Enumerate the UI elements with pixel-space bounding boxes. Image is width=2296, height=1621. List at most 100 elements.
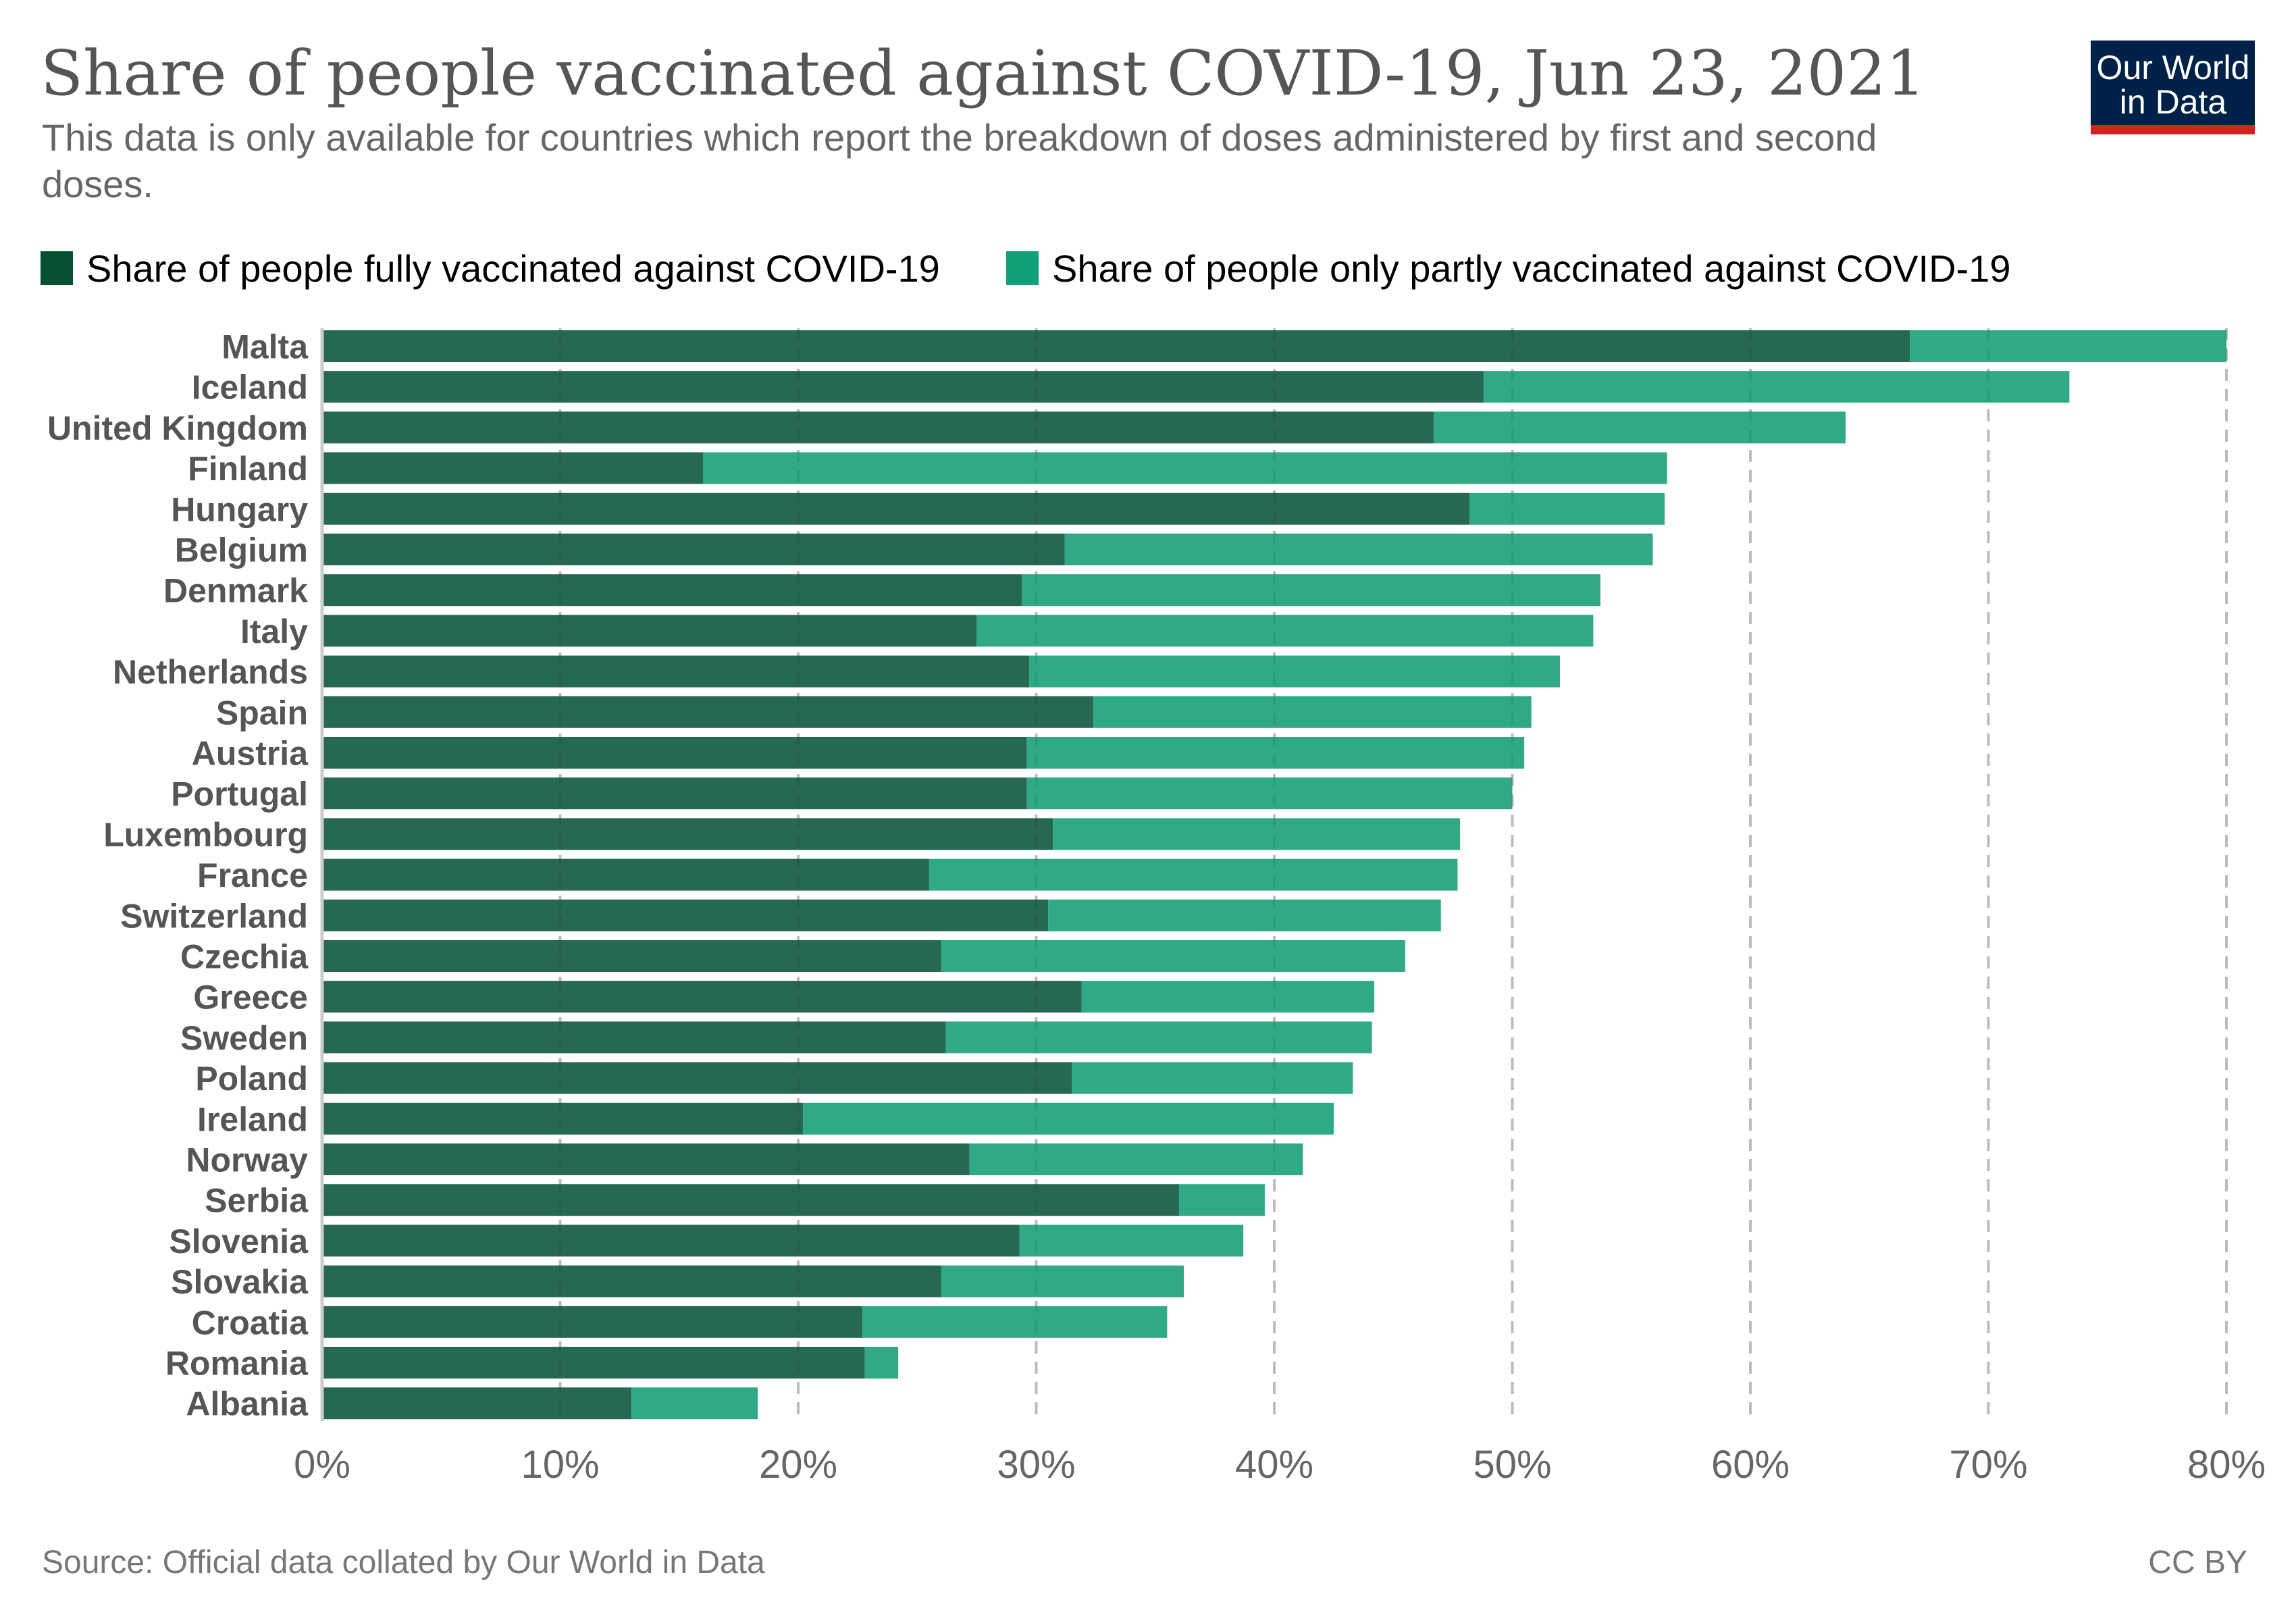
bar-fully-vaccinated-serbia[interactable] [322,1184,1179,1216]
bar-partly-vaccinated-iceland[interactable] [1484,371,2070,403]
bar-partly-vaccinated-portugal[interactable] [1026,777,1513,810]
bar-fully-vaccinated-czechia[interactable] [322,940,941,972]
bar-row-slovenia[interactable] [322,1225,1244,1257]
x-tick-label-50: 50% [1473,1443,1551,1487]
bar-row-united-kingdom[interactable] [322,411,1846,444]
bar-fully-vaccinated-poland[interactable] [322,1062,1072,1094]
bar-row-serbia[interactable] [322,1184,1265,1216]
bar-fully-vaccinated-italy[interactable] [322,615,977,647]
bar-fully-vaccinated-luxembourg[interactable] [322,818,1053,850]
country-label-iceland: Iceland [192,369,308,407]
bar-partly-vaccinated-italy[interactable] [976,615,1594,647]
country-label-greece: Greece [193,979,308,1017]
country-label-romania: Romania [165,1345,309,1383]
bar-row-slovakia[interactable] [322,1265,1184,1297]
bar-fully-vaccinated-slovakia[interactable] [322,1265,941,1297]
bar-fully-vaccinated-norway[interactable] [322,1143,970,1175]
owid-logo[interactable]: Our World in Data [2091,41,2255,134]
bar-fully-vaccinated-denmark[interactable] [322,574,1022,607]
bar-row-malta[interactable] [322,330,2226,362]
bar-partly-vaccinated-slovenia[interactable] [1019,1225,1244,1257]
bar-row-norway[interactable] [322,1143,1303,1175]
bar-partly-vaccinated-netherlands[interactable] [1028,655,1560,688]
bar-row-netherlands[interactable] [322,655,1560,688]
bar-row-luxembourg[interactable] [322,818,1460,850]
bar-partly-vaccinated-luxembourg[interactable] [1053,818,1460,850]
bar-fully-vaccinated-france[interactable] [322,858,929,891]
bar-partly-vaccinated-spain[interactable] [1093,696,1532,728]
bar-row-ireland[interactable] [322,1102,1334,1135]
bar-partly-vaccinated-switzerland[interactable] [1048,899,1441,931]
bar-partly-vaccinated-hungary[interactable] [1469,492,1665,525]
bar-row-sweden[interactable] [322,1021,1372,1054]
bar-partly-vaccinated-slovakia[interactable] [941,1265,1184,1297]
country-label-france: France [197,856,308,894]
logo-line-2: in Data [2120,83,2227,121]
bar-fully-vaccinated-malta[interactable] [322,330,1910,362]
bar-partly-vaccinated-serbia[interactable] [1179,1184,1265,1216]
country-label-slovakia: Slovakia [171,1263,309,1301]
bar-partly-vaccinated-denmark[interactable] [1022,574,1600,607]
bar-row-spain[interactable] [322,696,1532,728]
bar-fully-vaccinated-iceland[interactable] [322,371,1484,403]
x-tick-label-20: 20% [759,1443,837,1487]
bar-fully-vaccinated-finland[interactable] [322,452,703,484]
bar-row-denmark[interactable] [322,574,1600,607]
bar-row-belgium[interactable] [322,534,1653,565]
bar-row-albania[interactable] [322,1387,758,1420]
x-tick-label-30: 30% [997,1443,1075,1487]
bar-row-austria[interactable] [322,737,1525,769]
bar-fully-vaccinated-greece[interactable] [322,981,1082,1013]
bar-partly-vaccinated-ireland[interactable] [803,1102,1334,1135]
bar-partly-vaccinated-austria[interactable] [1026,737,1525,769]
bar-row-iceland[interactable] [322,371,2070,403]
bar-partly-vaccinated-united-kingdom[interactable] [1434,411,1846,444]
legend-item-partly-vaccinated[interactable]: Share of people only partly vaccinated a… [1006,247,2010,290]
bar-partly-vaccinated-romania[interactable] [864,1347,899,1379]
country-label-slovenia: Slovenia [169,1223,309,1260]
bar-partly-vaccinated-sweden[interactable] [945,1021,1372,1054]
bar-row-greece[interactable] [322,981,1375,1013]
bar-partly-vaccinated-finland[interactable] [703,452,1667,484]
bar-fully-vaccinated-spain[interactable] [322,696,1094,728]
bar-partly-vaccinated-croatia[interactable] [862,1306,1168,1338]
bar-fully-vaccinated-slovenia[interactable] [322,1225,1020,1257]
bar-fully-vaccinated-portugal[interactable] [322,777,1027,810]
bar-fully-vaccinated-netherlands[interactable] [322,655,1029,688]
bar-row-croatia[interactable] [322,1306,1168,1338]
bar-fully-vaccinated-united-kingdom[interactable] [322,411,1434,444]
bar-row-portugal[interactable] [322,777,1513,810]
license-link[interactable]: CC BY [2148,1545,2247,1580]
bar-partly-vaccinated-malta[interactable] [1910,330,2226,362]
bar-partly-vaccinated-poland[interactable] [1072,1062,1353,1094]
bar-fully-vaccinated-ireland[interactable] [322,1102,804,1135]
bar-row-switzerland[interactable] [322,899,1441,931]
bar-row-hungary[interactable] [322,492,1665,525]
bar-fully-vaccinated-hungary[interactable] [322,492,1470,525]
bar-partly-vaccinated-belgium[interactable] [1064,534,1653,565]
bar-fully-vaccinated-croatia[interactable] [322,1306,863,1338]
bar-row-poland[interactable] [322,1062,1353,1094]
legend-item-fully-vaccinated[interactable]: Share of people fully vaccinated against… [41,247,940,290]
bar-partly-vaccinated-albania[interactable] [631,1387,758,1420]
bar-partly-vaccinated-czechia[interactable] [941,940,1405,972]
bar-fully-vaccinated-sweden[interactable] [322,1021,946,1054]
bar-fully-vaccinated-belgium[interactable] [322,534,1065,565]
bar-fully-vaccinated-switzerland[interactable] [322,899,1049,931]
bar-row-finland[interactable] [322,452,1667,484]
bar-fully-vaccinated-romania[interactable] [322,1347,865,1379]
bar-row-france[interactable] [322,858,1458,891]
bar-fully-vaccinated-albania[interactable] [322,1387,632,1420]
country-label-hungary: Hungary [171,490,308,528]
bar-fully-vaccinated-austria[interactable] [322,737,1027,769]
bar-row-romania[interactable] [322,1347,899,1379]
bar-row-italy[interactable] [322,615,1594,647]
country-label-malta: Malta [221,328,309,366]
bar-partly-vaccinated-norway[interactable] [969,1143,1303,1175]
country-label-sweden: Sweden [180,1019,308,1057]
logo-background [2091,41,2255,125]
bar-row-czechia[interactable] [322,940,1405,972]
bar-partly-vaccinated-france[interactable] [929,858,1458,891]
bar-partly-vaccinated-greece[interactable] [1081,981,1375,1013]
